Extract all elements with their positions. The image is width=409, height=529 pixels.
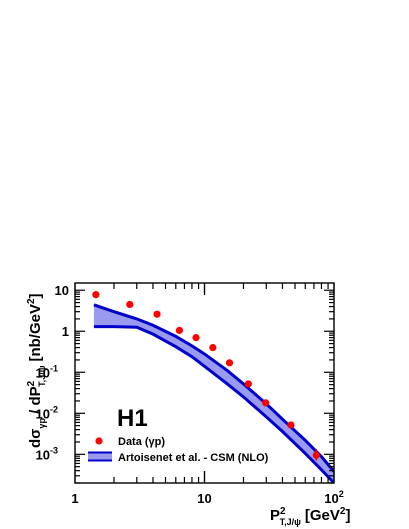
- legend-label-data: Data (γp): [118, 436, 165, 448]
- data-point-7: [244, 380, 252, 388]
- data-point-4: [192, 334, 200, 342]
- x-tick-label-sup-2: 2: [339, 489, 344, 499]
- data-point-3: [175, 326, 184, 334]
- data-point-10: [312, 451, 320, 459]
- data-point-2: [153, 310, 161, 318]
- data-point-6: [225, 359, 234, 367]
- x-tick-label-base-2: 10: [324, 491, 338, 506]
- legend: Data (γp) Artoisenet et al. - CSM (NLO): [88, 436, 269, 464]
- data-points-layer: [92, 291, 320, 461]
- theory-band-upper-edge: [93, 303, 334, 473]
- y-tick-label-sup-3: -2: [50, 404, 58, 414]
- x-tick-label-2: 102: [324, 489, 343, 506]
- x-tick-label-base-1: 10: [197, 491, 211, 506]
- data-point-5: [209, 343, 217, 352]
- y-tick-label-0: 10: [55, 283, 69, 298]
- data-point-0: [92, 291, 100, 299]
- x-tick-label-1: 10: [197, 491, 211, 506]
- y-tick-label-3: 10-2: [36, 404, 58, 421]
- y-tick-label-base-3: 10: [36, 406, 50, 421]
- theory-band-layer: [93, 303, 334, 483]
- data-point-1: [126, 300, 134, 309]
- y-tick-label-sup-4: -3: [50, 445, 58, 455]
- x-tick-label-base-0: 1: [71, 491, 78, 506]
- legend-marker-data: [95, 437, 103, 445]
- legend-label-theory: Artoisenet et al. - CSM (NLO): [118, 452, 269, 464]
- theory-band-fill: [93, 304, 334, 483]
- y-tick-label-base-2: 10: [36, 365, 50, 380]
- y-tick-label-base-0: 10: [55, 283, 69, 298]
- h1-logo: H1: [117, 405, 148, 432]
- data-point-9: [287, 421, 295, 429]
- data-point-8: [262, 399, 270, 407]
- theory-band-lower-edge: [93, 325, 334, 483]
- y-tick-label-4: 10-3: [36, 445, 58, 462]
- y-tick-label-1: 1: [62, 324, 69, 339]
- axis-ticks: [74, 283, 335, 484]
- legend-band-fill: [88, 452, 112, 461]
- y-axis-label: dσγp / dP2T,J/ψ[nb/GeV2]: [26, 293, 47, 448]
- y-tick-label-2: 10-1: [36, 363, 58, 380]
- x-tick-label-0: 1: [71, 491, 78, 506]
- y-tick-label-base-1: 1: [62, 324, 69, 339]
- y-tick-label-base-4: 10: [36, 447, 50, 462]
- y-tick-label-sup-2: -1: [50, 363, 58, 373]
- x-axis-label: P2 T,J/ψ [GeV2]: [270, 506, 350, 527]
